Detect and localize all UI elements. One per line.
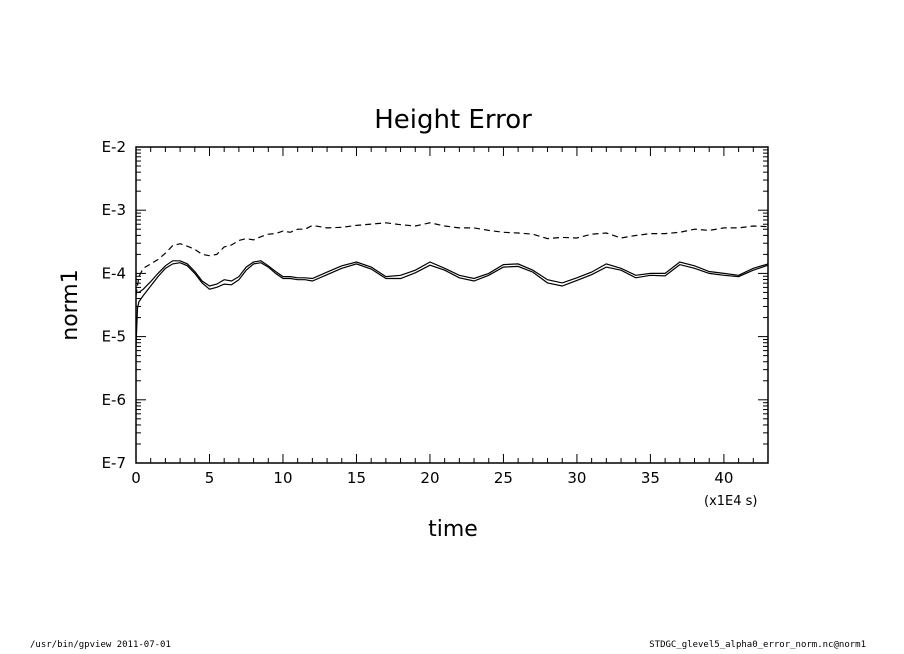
x-tick-label: 0 bbox=[131, 469, 141, 487]
y-tick-label: E-2 bbox=[102, 138, 126, 156]
x-tick-label: 20 bbox=[420, 469, 439, 487]
x-tick-label: 40 bbox=[714, 469, 733, 487]
x-tick-label: 10 bbox=[273, 469, 292, 487]
y-tick-label: E-5 bbox=[102, 328, 126, 346]
x-tick-label: 25 bbox=[494, 469, 513, 487]
series-line-3 bbox=[135, 262, 769, 347]
chart-title: Height Error bbox=[374, 105, 532, 135]
y-tick-label: E-3 bbox=[102, 201, 126, 219]
x-tick-label: 15 bbox=[347, 469, 366, 487]
x-tick-label: 5 bbox=[205, 469, 215, 487]
y-tick-label: E-7 bbox=[102, 454, 126, 472]
y-axis-label: norm1 bbox=[58, 269, 83, 341]
x-axis-unit: (x1E4 s) bbox=[704, 494, 758, 509]
y-tick-label: E-4 bbox=[102, 264, 126, 282]
x-tick-label: 30 bbox=[567, 469, 586, 487]
plot-area: 0 5 10 15 20 25 30 35 40 E-7 E-6 E-5 E-4 E-3 E-2 bbox=[102, 138, 769, 487]
plot-frame bbox=[135, 146, 769, 464]
y-tick-label: E-6 bbox=[102, 391, 126, 409]
x-axis-label: time bbox=[428, 517, 478, 542]
series-line-1 bbox=[135, 222, 769, 296]
footer-program-date: /usr/bin/gpview 2011-07-01 bbox=[30, 640, 171, 650]
footer-file-variable: STDGC_glevel5_alpha0_error_norm.nc@norm1 bbox=[649, 640, 866, 650]
series-line-2 bbox=[136, 260, 769, 293]
x-tick-label: 35 bbox=[641, 469, 660, 487]
